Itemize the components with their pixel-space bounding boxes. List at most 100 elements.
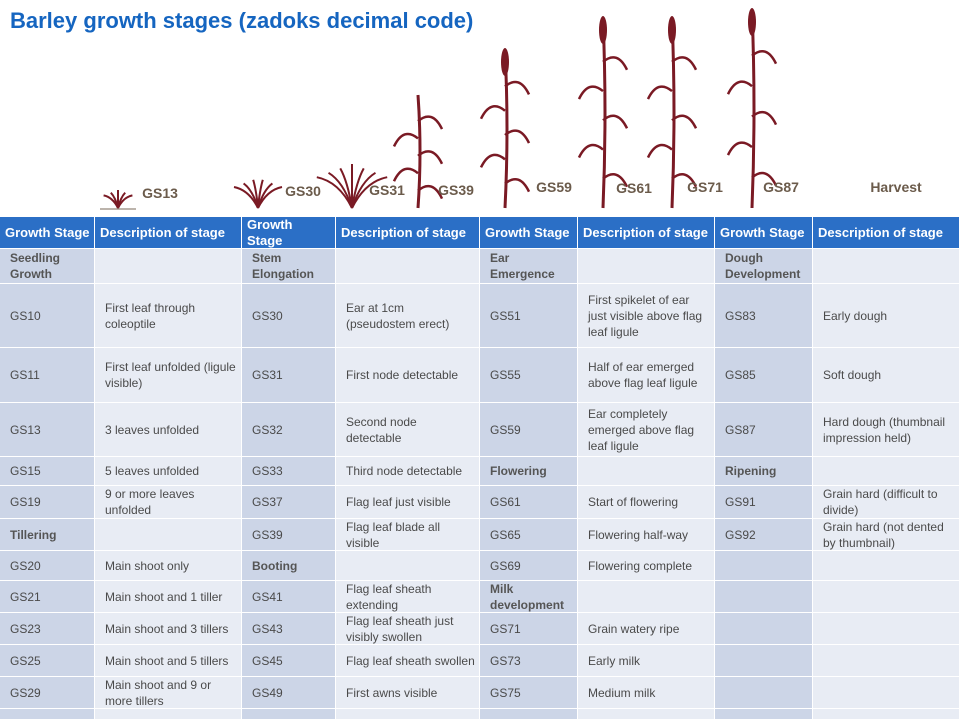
table-cell [813,457,960,486]
plant-part [751,110,778,126]
plant-part [646,85,673,100]
plant-part [417,184,444,200]
table-cell: 3 leaves unfolded [95,403,242,457]
table-cell: GS49 [242,677,336,709]
table-cell: 9 or more leaves unfolded [95,486,242,519]
stage-label: GS61 [616,180,652,196]
table-cell: Medium milk [578,677,715,709]
plant-part [726,141,753,156]
table-cell [813,677,960,709]
table-cell: GS59 [480,403,578,457]
plant-part [504,80,531,96]
plant-part [501,48,509,76]
table-cell: GS43 [242,613,336,645]
section-cell: Stem Elongation [242,249,336,284]
table-cell: Third node detectable [336,457,480,486]
stage-label: GS87 [763,179,799,195]
table-cell: GS31 [242,348,336,403]
table-cell: Ear completely emerged above flag leaf l… [578,403,715,457]
plant-part [577,143,604,159]
table-cell: Grain hard (not dented by thumbnail) [813,519,960,551]
table-cell: Soft dough [813,348,960,403]
plant-part [726,80,753,95]
table-cell: Flag leaf just visible [336,486,480,519]
header-cell: Growth Stage [0,217,95,249]
table-cell: GS33 [242,457,336,486]
table-cell [336,709,480,720]
table-cell [813,581,960,613]
table-cell [95,709,242,720]
table-cell: GS15 [0,457,95,486]
table-cell: GS87 [715,403,813,457]
table-cell: GS19 [0,486,95,519]
table-cell: GS13 [0,403,95,457]
table-cell: Main shoot and 9 or more tillers [95,677,242,709]
section-cell: Ear Emergence [480,249,578,284]
table-cell: Half of ear emerged above flag leaf ligu… [578,348,715,403]
plant-part [577,85,604,100]
table-cell [813,249,960,284]
plant-part [417,150,444,165]
table-cell: GS39 [242,519,336,551]
plant-illustrations [100,8,778,210]
table-cell [715,645,813,677]
table-cell: GS41 [242,581,336,613]
header-cell: Growth Stage [715,217,813,249]
table-cell: Flag leaf blade all visible [336,519,480,551]
stage-label: GS30 [285,183,321,199]
table-cell: GS29 [0,677,95,709]
table-cell [242,709,336,720]
stage-label: GS59 [536,179,572,195]
plant-part [751,49,778,65]
plant-part [599,16,607,44]
table-cell [95,249,242,284]
plant-part [671,114,698,129]
header-cell: Growth Stage [480,217,578,249]
plant-part [392,167,419,182]
plant-part [504,129,531,144]
plant-part [602,56,629,71]
table-cell: GS21 [0,581,95,613]
table-cell: Main shoot only [95,551,242,581]
table-cell: First node detectable [336,348,480,403]
table-cell: Main shoot and 1 tiller [95,581,242,613]
plant-part [671,173,698,188]
table-cell [715,551,813,581]
plant-part [392,132,419,148]
table-cell [578,581,715,613]
plant-part [668,16,676,44]
table-cell: GS65 [480,519,578,551]
header-cell: Description of stage [578,217,715,249]
plant-part [479,153,506,168]
table-cell [715,581,813,613]
table-cell [336,249,480,284]
header-cell: Description of stage [95,217,242,249]
stage-label: GS13 [142,185,178,201]
table-cell: GS45 [242,645,336,677]
table-cell: Flowering complete [578,551,715,581]
plant-part [257,186,283,209]
plant-part [479,105,506,120]
table-cell [813,551,960,581]
table-cell: GS25 [0,645,95,677]
section-cell: Flowering [480,457,578,486]
table-cell: Flag leaf sheath just visibly swollen [336,613,480,645]
table-cell [715,677,813,709]
plant-part [117,194,133,209]
table-cell [715,613,813,645]
table-cell: GS37 [242,486,336,519]
table-cell: GS85 [715,348,813,403]
table-cell: GS73 [480,645,578,677]
stage-label: GS39 [438,182,474,198]
plant-part [504,177,531,193]
stage-label: GS31 [369,182,405,198]
table-cell [813,613,960,645]
table-cell: Second node detectable [336,403,480,457]
stage-label: GS71 [687,179,723,195]
table-cell: First awns visible [336,677,480,709]
plant-part [671,56,698,71]
plant-part [416,94,422,209]
section-cell: Dough Development [715,249,813,284]
table-cell: First leaf through coleoptile [95,284,242,348]
